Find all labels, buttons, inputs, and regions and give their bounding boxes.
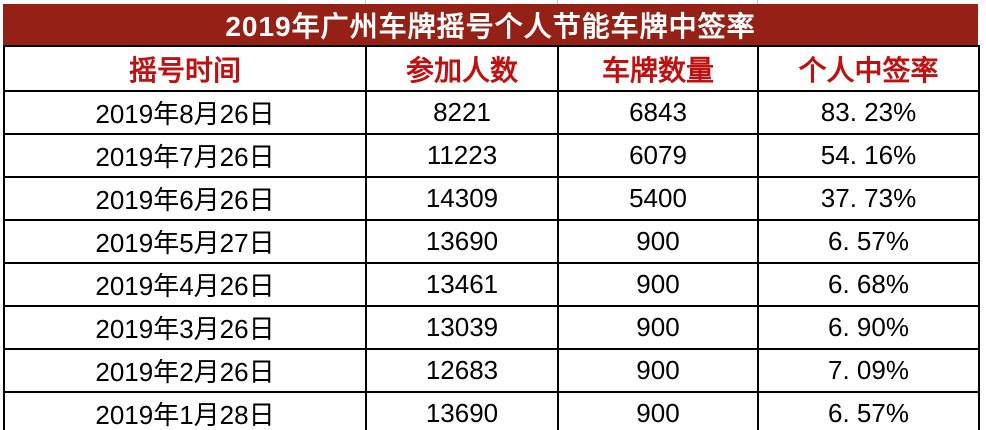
table-row: 2019年8月26日 8221 6843 83. 23% [3,90,980,135]
cell-date: 2019年5月27日 [3,219,367,264]
cell-plates: 900 [557,219,759,264]
table-row: 2019年6月26日 14309 5400 37. 73% [3,176,980,221]
header-lottery-date: 摇号时间 [3,45,367,92]
cell-date: 2019年3月26日 [3,305,367,350]
cell-participants: 8221 [365,90,559,135]
cell-date: 2019年8月26日 [3,90,367,135]
table-title: 2019年广州车牌摇号个人节能车牌中签率 [3,4,978,45]
gridline-tick [557,0,558,5]
cell-participants: 13461 [365,262,559,307]
cell-date: 2019年7月26日 [3,133,367,178]
table-row: 2019年1月28日 13690 900 6. 57% [3,391,980,430]
cell-participants: 13690 [365,391,559,430]
gridline-tick [365,0,366,5]
cell-win-rate: 83. 23% [757,90,980,135]
cell-win-rate: 37. 73% [757,176,980,221]
cell-win-rate: 54. 16% [757,133,980,178]
cell-plates: 900 [557,305,759,350]
table-row: 2019年5月27日 13690 900 6. 57% [3,219,980,264]
table-row: 2019年7月26日 11223 6079 54. 16% [3,133,980,178]
cell-win-rate: 6. 68% [757,262,980,307]
cell-date: 2019年6月26日 [3,176,367,221]
cell-plates: 6079 [557,133,759,178]
table-row: 2019年4月26日 13461 900 6. 68% [3,262,980,307]
cell-participants: 12683 [365,348,559,393]
cell-plates: 5400 [557,176,759,221]
cell-plates: 900 [557,391,759,430]
cell-plates: 900 [557,348,759,393]
cell-plates: 900 [557,262,759,307]
lottery-rate-table: 2019年广州车牌摇号个人节能车牌中签率 摇号时间 参加人数 车牌数量 个人中签… [3,4,980,430]
cell-participants: 14309 [365,176,559,221]
cell-participants: 13690 [365,219,559,264]
table-row: 2019年3月26日 13039 900 6. 90% [3,305,980,350]
cell-win-rate: 7. 09% [757,348,980,393]
header-row: 摇号时间 参加人数 车牌数量 个人中签率 [3,45,980,92]
cell-date: 2019年1月28日 [3,391,367,430]
cell-date: 2019年2月26日 [3,348,367,393]
cell-participants: 11223 [365,133,559,178]
header-plate-quantity: 车牌数量 [557,45,759,92]
cell-win-rate: 6. 57% [757,219,980,264]
table-row: 2019年2月26日 12683 900 7. 09% [3,348,980,393]
gridline-tick [757,0,758,5]
cell-win-rate: 6. 90% [757,305,980,350]
data-grid: 摇号时间 参加人数 车牌数量 个人中签率 2019年8月26日 8221 684… [3,45,980,430]
header-individual-win-rate: 个人中签率 [757,45,980,92]
header-participants: 参加人数 [365,45,559,92]
cell-win-rate: 6. 57% [757,391,980,430]
cell-plates: 6843 [557,90,759,135]
cell-date: 2019年4月26日 [3,262,367,307]
cell-participants: 13039 [365,305,559,350]
